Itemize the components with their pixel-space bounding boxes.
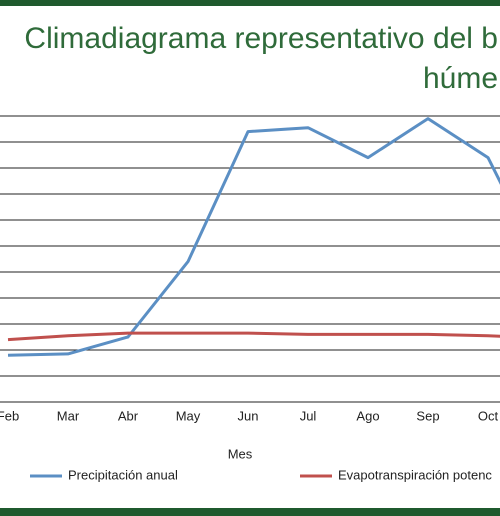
chart-title: Climadiagrama representativo del b [24, 22, 498, 55]
series-line [7, 117, 500, 357]
x-tick-label: Feb [0, 408, 19, 423]
x-tick-label: Oct [478, 408, 499, 423]
x-tick-label: Jun [238, 408, 259, 423]
x-tick-label: May [176, 408, 201, 423]
x-tick-label: Mar [57, 408, 80, 423]
x-tick-label: Jul [300, 408, 317, 423]
x-tick-label: Sep [416, 408, 439, 423]
x-axis-label: Mes [228, 446, 253, 461]
frame-bottom [0, 508, 500, 516]
x-tick-label: Ago [356, 408, 379, 423]
legend-label: Precipitación anual [68, 467, 178, 482]
chart-title-line2: húme [423, 62, 498, 95]
x-tick-label: Abr [118, 408, 139, 423]
legend-label: Evapotranspiración potenc [338, 467, 492, 482]
frame-top [0, 0, 500, 6]
series-line [7, 331, 500, 342]
